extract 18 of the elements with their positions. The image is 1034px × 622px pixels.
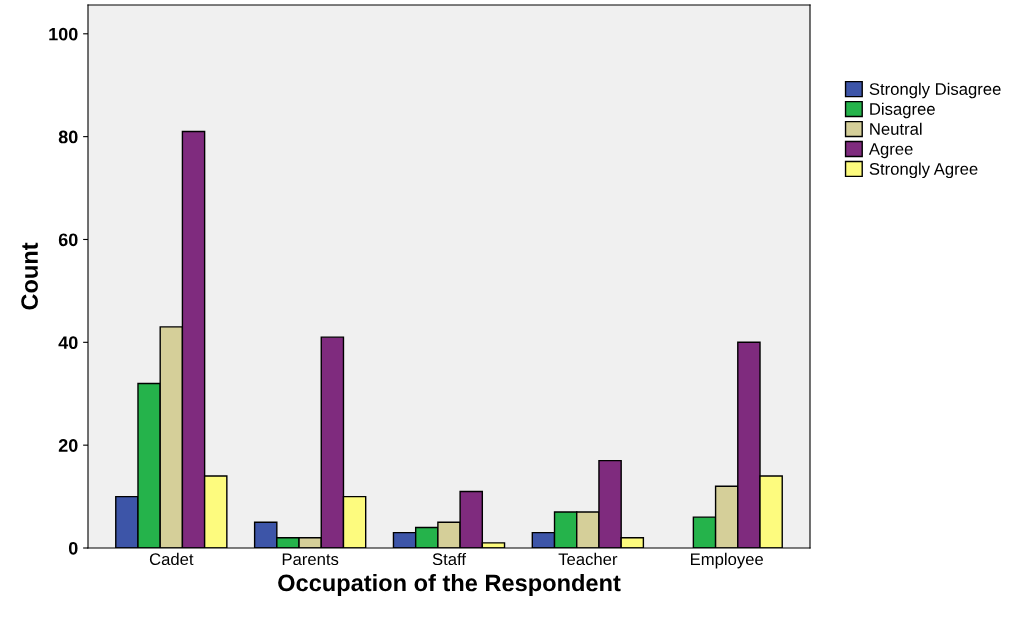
- y-tick-label: 80: [58, 130, 78, 144]
- x-tick-label: Cadet: [149, 552, 194, 566]
- legend-label: Strongly Disagree: [869, 82, 1001, 99]
- x-tick-label: Employee: [691, 552, 764, 569]
- x-tick-label: Parents: [282, 553, 339, 566]
- y-axis-title: Count: [21, 242, 38, 310]
- x-tick-label: Teacher: [558, 552, 618, 566]
- legend-label: Strongly Agree: [869, 162, 978, 179]
- y-tick-label: 60: [58, 233, 78, 247]
- legend-label: Neutral: [870, 122, 922, 135]
- x-axis-title: Occupation of the Respondent: [278, 573, 621, 596]
- legend-label: Agree: [868, 143, 913, 159]
- y-tick-label: 20: [58, 439, 78, 452]
- x-tick-label: Staff: [432, 552, 467, 566]
- y-tick-label: 40: [58, 336, 78, 350]
- y-tick-label: 100: [49, 27, 78, 41]
- legend-label: Disagree: [870, 102, 935, 119]
- y-tick-label: 0: [68, 541, 78, 555]
